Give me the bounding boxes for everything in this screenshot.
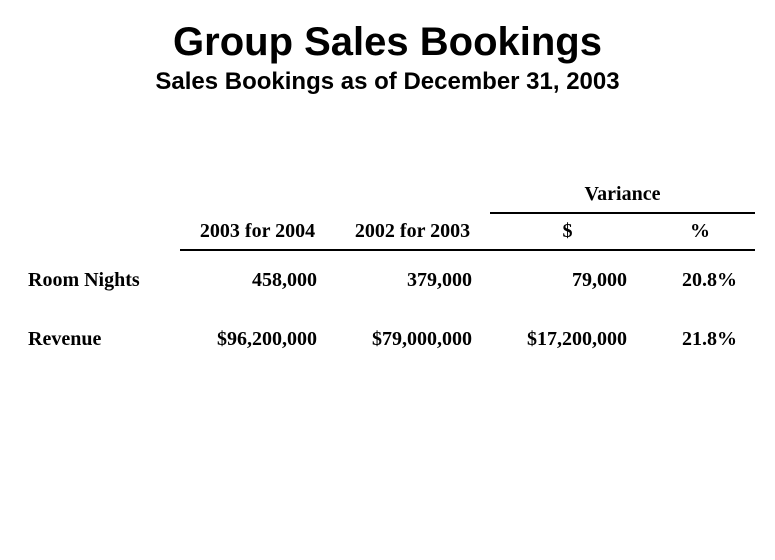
cell-col1: $96,200,000: [180, 310, 335, 369]
table-header-row-group: Variance: [20, 177, 755, 213]
header-var-percent: %: [645, 213, 755, 250]
slide-subtitle: Sales Bookings as of December 31, 2003: [0, 68, 775, 97]
header-spacer: [20, 213, 180, 250]
header-variance-group: Variance: [490, 177, 755, 213]
cell-var-dollar: 79,000: [490, 250, 645, 310]
cell-var-dollar: $17,200,000: [490, 310, 645, 369]
row-label: Revenue: [20, 310, 180, 369]
header-spacer: [335, 177, 490, 213]
table-row: Room Nights 458,000 379,000 79,000 20.8%: [20, 250, 755, 310]
header-spacer: [20, 177, 180, 213]
row-label: Room Nights: [20, 250, 180, 310]
table-row: Revenue $96,200,000 $79,000,000 $17,200,…: [20, 310, 755, 369]
table-header-row: 2003 for 2004 2002 for 2003 $ %: [20, 213, 755, 250]
slide-title: Group Sales Bookings: [0, 20, 775, 64]
header-col1: 2003 for 2004: [180, 213, 335, 250]
cell-col2: $79,000,000: [335, 310, 490, 369]
cell-var-percent: 21.8%: [645, 310, 755, 369]
table-container: Variance 2003 for 2004 2002 for 2003 $ %…: [20, 177, 755, 369]
cell-var-percent: 20.8%: [645, 250, 755, 310]
cell-col2: 379,000: [335, 250, 490, 310]
bookings-table: Variance 2003 for 2004 2002 for 2003 $ %…: [20, 177, 755, 369]
cell-col1: 458,000: [180, 250, 335, 310]
header-spacer: [180, 177, 335, 213]
header-col2: 2002 for 2003: [335, 213, 490, 250]
header-var-dollar: $: [490, 213, 645, 250]
slide: Group Sales Bookings Sales Bookings as o…: [0, 0, 775, 560]
